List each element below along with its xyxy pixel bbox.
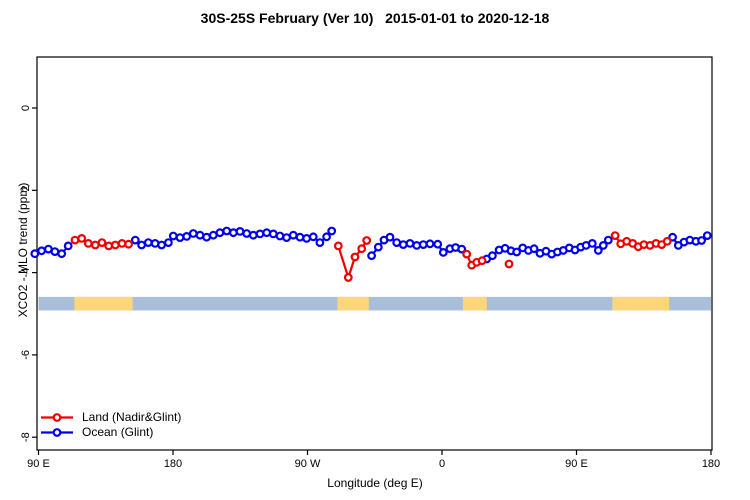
data-point <box>308 232 318 242</box>
coverage-band-base <box>38 296 711 311</box>
data-point <box>418 240 428 250</box>
chart-title: 30S-25S February (Ver 10) 2015-01-01 to … <box>200 10 550 26</box>
data-point <box>188 229 198 238</box>
y-tick-label: -8 <box>20 432 32 442</box>
data-point <box>255 229 265 239</box>
x-tick-label: 90 E <box>565 458 588 470</box>
data-point <box>462 249 472 259</box>
data-point <box>202 232 212 242</box>
data-point <box>425 239 435 249</box>
x-axis-ticks: 90 E 180 90 W 0 90 E 180 <box>27 450 720 470</box>
data-point <box>327 226 337 236</box>
x-axis-label: Longitude (deg E) <box>327 476 423 490</box>
data-point <box>398 240 408 250</box>
data-point <box>362 236 372 245</box>
data-point <box>262 228 272 238</box>
legend-label-land: Land (Nadir&Glint) <box>82 410 182 424</box>
data-point <box>302 233 312 243</box>
data-point <box>529 244 539 254</box>
data-point <box>512 247 522 257</box>
y-tick-label: -6 <box>20 350 32 360</box>
legend-item-land: Land (Nadir&Glint) <box>40 410 181 425</box>
coverage-band-highlight <box>612 296 670 311</box>
land-series-marker-icon <box>40 411 74 424</box>
data-point <box>603 235 613 245</box>
data-point <box>333 241 343 251</box>
data-point <box>668 232 677 242</box>
data-point <box>130 235 140 245</box>
data-point <box>702 231 712 241</box>
x-tick-label: 180 <box>702 458 720 470</box>
ocean-series-marker-icon <box>40 426 74 439</box>
y-tick-label: -2 <box>20 185 32 195</box>
data-point <box>315 238 325 248</box>
data-point <box>215 228 225 238</box>
y-tick-label: -4 <box>20 268 32 278</box>
data-point <box>168 231 178 241</box>
data-point <box>438 247 448 257</box>
data-point <box>57 249 67 259</box>
series-ocean-glint- <box>30 226 712 264</box>
data-point <box>488 251 497 261</box>
data-point <box>175 233 185 243</box>
data-point <box>163 238 173 248</box>
data-point <box>30 249 40 259</box>
data-point <box>222 226 232 236</box>
series-land-nadir-glint- <box>70 231 672 282</box>
legend: Land (Nadir&Glint) Ocean (Glint) <box>40 410 181 440</box>
data-point <box>477 256 487 266</box>
data-point <box>357 244 367 254</box>
data-point <box>593 245 603 255</box>
x-tick-label: 90 W <box>295 458 321 470</box>
data-point <box>373 242 383 252</box>
coverage-band-highlight <box>337 296 369 311</box>
data-point <box>587 238 597 248</box>
data-point <box>385 232 395 242</box>
data-point <box>405 238 415 248</box>
data-point <box>63 241 73 251</box>
data-point <box>322 232 332 242</box>
y-axis-ticks: 0 -2 -4 -6 -8 <box>20 105 37 442</box>
data-point <box>367 251 377 261</box>
data-point <box>157 240 167 250</box>
data-point <box>504 259 514 269</box>
data-point <box>433 239 443 249</box>
legend-item-ocean: Ocean (Glint) <box>40 425 181 440</box>
data-point <box>288 230 298 240</box>
data-point <box>83 238 93 248</box>
data-point <box>37 246 46 256</box>
coverage-band-highlight <box>462 296 487 311</box>
data-point <box>143 238 153 248</box>
data-point <box>457 244 467 254</box>
data-point <box>350 252 360 262</box>
data-point <box>610 231 620 241</box>
x-tick-label: 180 <box>164 458 182 470</box>
data-point <box>697 236 706 245</box>
data-point <box>97 238 107 248</box>
coverage-band <box>38 296 711 311</box>
data-point <box>295 232 305 242</box>
data-point <box>50 247 60 257</box>
data-point <box>662 236 672 246</box>
data-point <box>343 273 353 282</box>
x-tick-label: 0 <box>439 458 445 470</box>
data-point <box>77 233 87 243</box>
data-point <box>248 230 258 240</box>
x-tick-label: 90 E <box>27 458 50 470</box>
data-point <box>110 240 120 250</box>
data-point <box>598 240 608 250</box>
data-point <box>228 228 238 238</box>
y-tick-label: 0 <box>20 105 32 111</box>
legend-label-ocean: Ocean (Glint) <box>82 425 154 439</box>
coverage-band-highlight <box>74 296 133 311</box>
data-point <box>124 239 134 249</box>
data-point <box>70 235 80 245</box>
